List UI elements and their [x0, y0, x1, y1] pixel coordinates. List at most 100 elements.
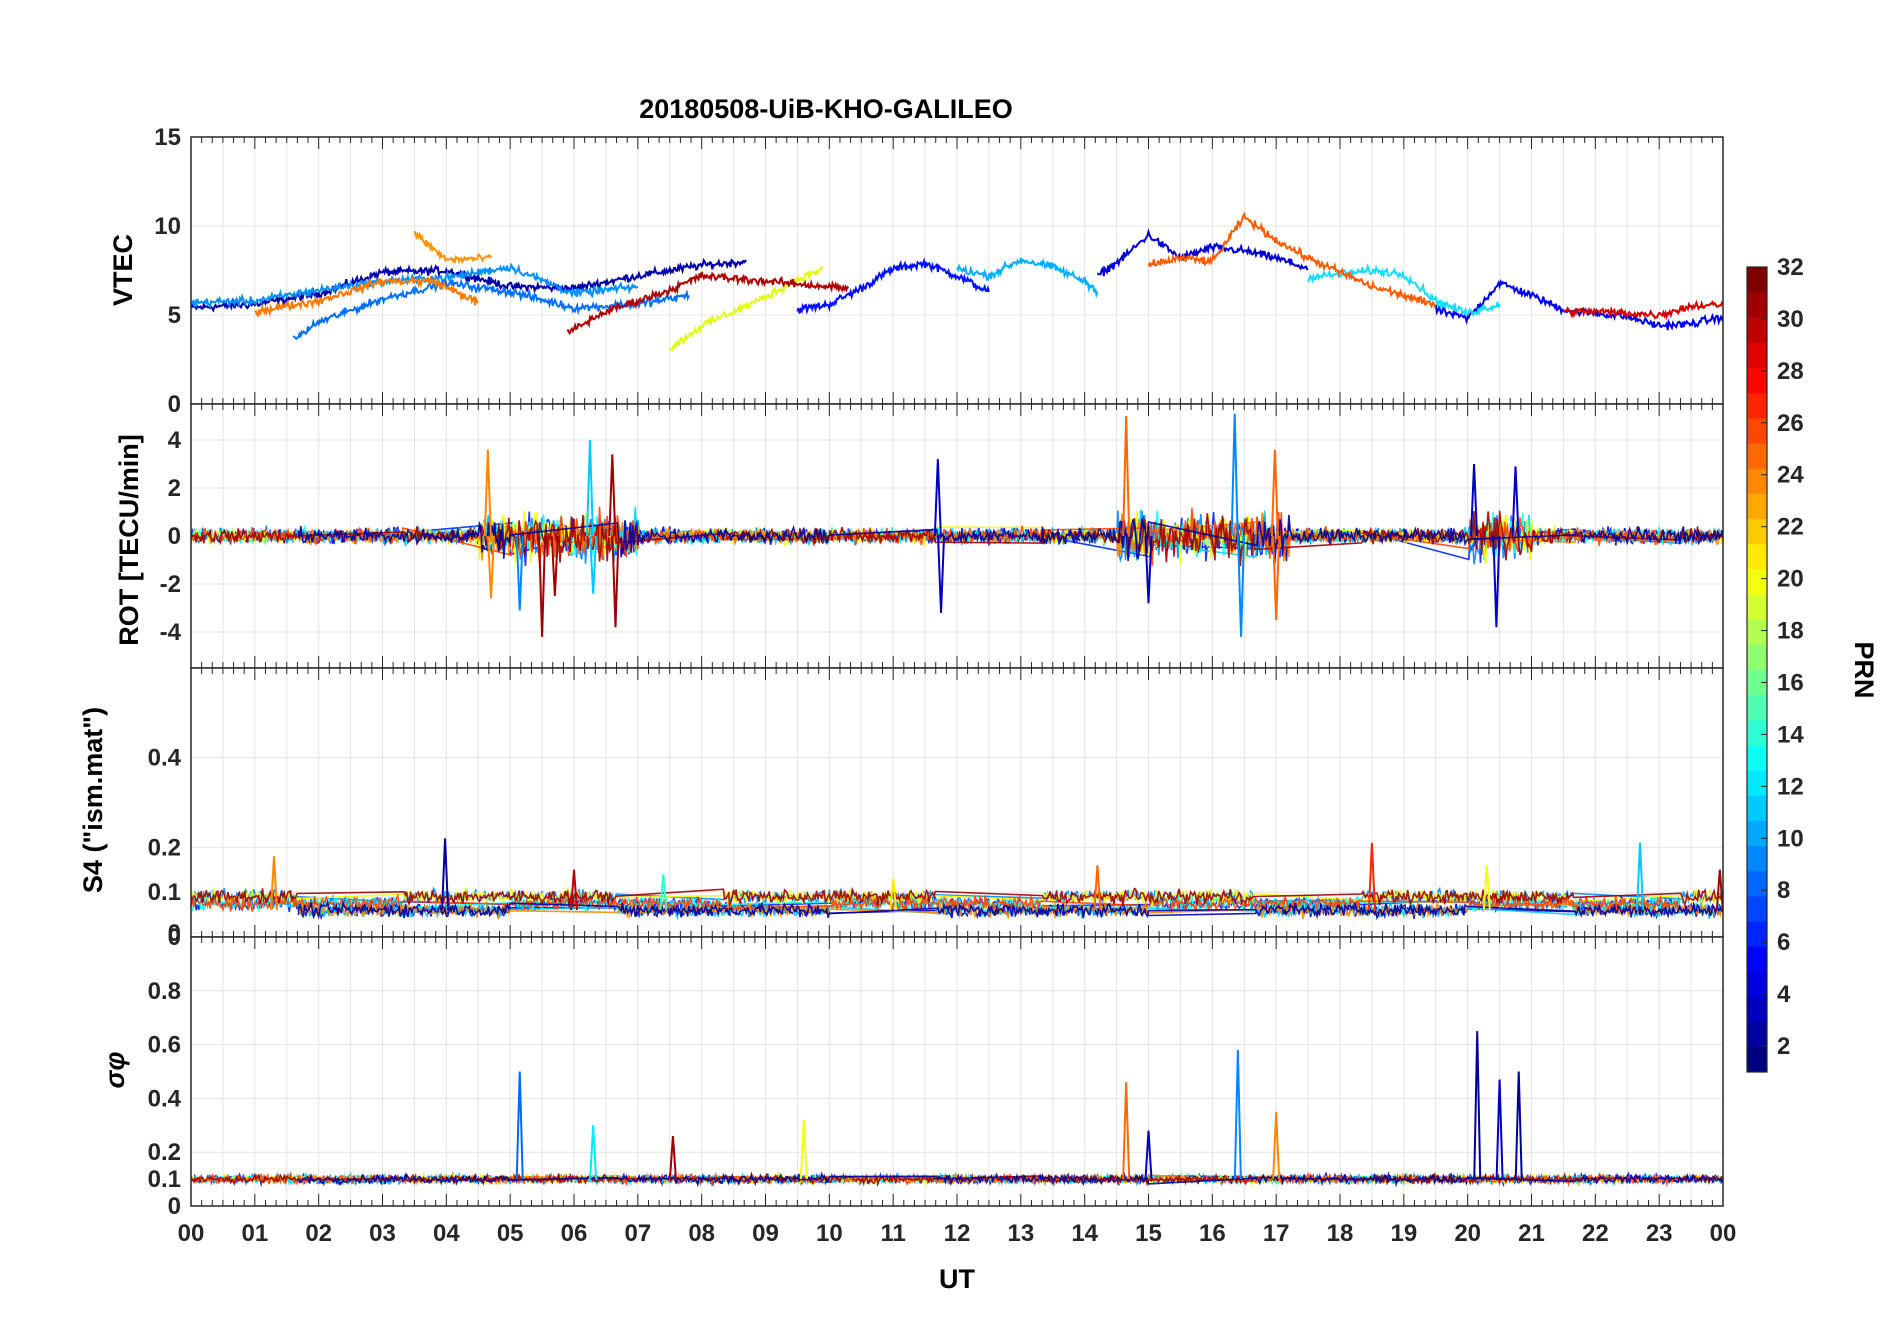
- colorbar-band: [1747, 468, 1767, 494]
- y-tick-label: 0: [168, 924, 181, 951]
- colorbar-band: [1747, 820, 1767, 847]
- rot-spike: [550, 535, 559, 597]
- colorbar-band: [1747, 719, 1767, 746]
- sigma-phi-spike: [1233, 1049, 1242, 1180]
- colorbar-tick-label: 30: [1777, 306, 1804, 333]
- colorbar-band: [1747, 795, 1767, 821]
- s4-spike: [889, 878, 898, 911]
- vtec-series-prn-9: [191, 262, 639, 310]
- vtec-series-prn-20: [669, 266, 824, 352]
- colorbar-tick-label: 2: [1777, 1033, 1790, 1060]
- s4-spike: [1636, 842, 1645, 911]
- x-tick-label: 21: [1518, 1220, 1545, 1247]
- x-tick-label: 22: [1582, 1220, 1609, 1247]
- vtec-panel: 0 5 10 15: [154, 124, 1724, 418]
- y-tick-label: 0.8: [148, 978, 181, 1005]
- x-tick-label: 00: [178, 1220, 205, 1247]
- rot-spike: [1270, 449, 1279, 537]
- vtec-series-prn-10: [956, 257, 1099, 299]
- x-tick-label: 17: [1263, 1220, 1290, 1247]
- colorbar-tick-label: 14: [1777, 721, 1804, 748]
- colorbar-tick-label: 12: [1777, 773, 1804, 800]
- vtec-series-prn-3: [1096, 228, 1309, 277]
- sigma-phi-spike: [1272, 1111, 1281, 1180]
- colorbar-band: [1747, 543, 1767, 570]
- sigma-phi-data: [191, 1031, 1723, 1188]
- vtec-series-prn-2: [191, 257, 748, 313]
- colorbar-tick-label: 6: [1777, 929, 1790, 956]
- colorbar-band: [1747, 292, 1767, 318]
- colorbar-tick-label: 26: [1777, 410, 1804, 437]
- rot-spike: [1272, 535, 1281, 621]
- vtec-series-prn-5: [796, 257, 990, 316]
- vtec-series-prn-25: [1147, 211, 1437, 309]
- colorbar-tick-label: 22: [1777, 514, 1804, 541]
- rot-spike: [1122, 415, 1131, 537]
- x-tick-labels: 00 01 02 03 04 05 06 07 08 09 10 11 12 13 14 15 16 17 18 19…: [178, 1220, 1737, 1247]
- rot-spike: [515, 535, 524, 611]
- colorbar-band: [1747, 267, 1767, 293]
- y-tick-label: 0: [168, 523, 181, 550]
- y-tick-label: 0.4: [148, 745, 182, 772]
- rot-spike: [1230, 413, 1239, 537]
- colorbar-band: [1747, 921, 1767, 947]
- vtec-data: [191, 211, 1723, 352]
- rot-spike: [1470, 463, 1479, 537]
- sigma-phi-y-axis-label: σφ: [100, 1052, 130, 1089]
- x-tick-label: 04: [433, 1220, 460, 1247]
- colorbar-tick-label: 8: [1777, 877, 1790, 904]
- vtec-series-prn-31: [566, 271, 850, 336]
- rot-y-axis-label: ROT [TECU/min]: [114, 434, 144, 645]
- sigma-phi-spike: [1122, 1082, 1131, 1180]
- sigma-phi-spike: [589, 1125, 598, 1180]
- colorbar-band: [1747, 619, 1767, 645]
- vtec-series-prn-23: [413, 230, 492, 265]
- y-tick-label: -2: [160, 571, 181, 598]
- rot-spike: [611, 535, 620, 628]
- s4-panel: 00 0.1 0.2 0.4: [148, 667, 1724, 951]
- colorbar-band: [1747, 1021, 1767, 1048]
- colorbar-band: [1747, 568, 1767, 595]
- s4-data: [191, 838, 1723, 921]
- sigma-phi-spike: [1495, 1079, 1504, 1180]
- x-tick-label: 01: [241, 1220, 268, 1247]
- x-tick-label: 02: [305, 1220, 332, 1247]
- colorbar-band: [1747, 417, 1767, 444]
- colorbar-band: [1747, 669, 1767, 696]
- colorbar-band: [1747, 518, 1767, 545]
- sigma-phi-spike: [1473, 1031, 1482, 1180]
- vtec-series-prn-30: [1562, 299, 1723, 321]
- s4-spike: [1715, 869, 1723, 911]
- s4-spike: [441, 838, 450, 911]
- s4-trace-prn-31: [191, 886, 1723, 908]
- y-tick-label: 15: [154, 124, 181, 151]
- x-tick-label: 06: [561, 1220, 588, 1247]
- x-tick-label: 11: [880, 1220, 905, 1247]
- y-tick-label: -4: [160, 619, 182, 646]
- x-tick-label: 07: [624, 1220, 651, 1247]
- rot-spike: [1492, 535, 1501, 628]
- rot-spike: [585, 439, 594, 537]
- sigma-phi-spike: [799, 1119, 808, 1180]
- y-tick-label: 0.1: [148, 1166, 181, 1193]
- y-tick-label: 0.1: [148, 879, 181, 906]
- y-tick-label: 0: [168, 920, 181, 947]
- colorbar-tick-label: 18: [1777, 618, 1804, 645]
- x-tick-label: 12: [944, 1220, 971, 1247]
- x-tick-label: 14: [1071, 1220, 1098, 1247]
- s4-spike: [1093, 865, 1102, 911]
- rot-trace-prn-2: [297, 514, 1723, 562]
- colorbar-band: [1747, 392, 1767, 419]
- x-tick-label: 00: [1710, 1220, 1737, 1247]
- rot-data: [191, 413, 1723, 637]
- x-tick-label: 13: [1007, 1220, 1034, 1247]
- colorbar-band: [1747, 694, 1767, 721]
- sigma-phi-spike: [1144, 1130, 1153, 1180]
- colorbar-band: [1747, 317, 1767, 343]
- rot-spike: [608, 454, 617, 537]
- colorbar-band: [1747, 895, 1767, 922]
- colorbar-band: [1747, 946, 1767, 972]
- s4-trace-prn-2: [297, 899, 1723, 921]
- s4-spike: [269, 856, 278, 911]
- colorbar-tick-label: 10: [1777, 825, 1804, 852]
